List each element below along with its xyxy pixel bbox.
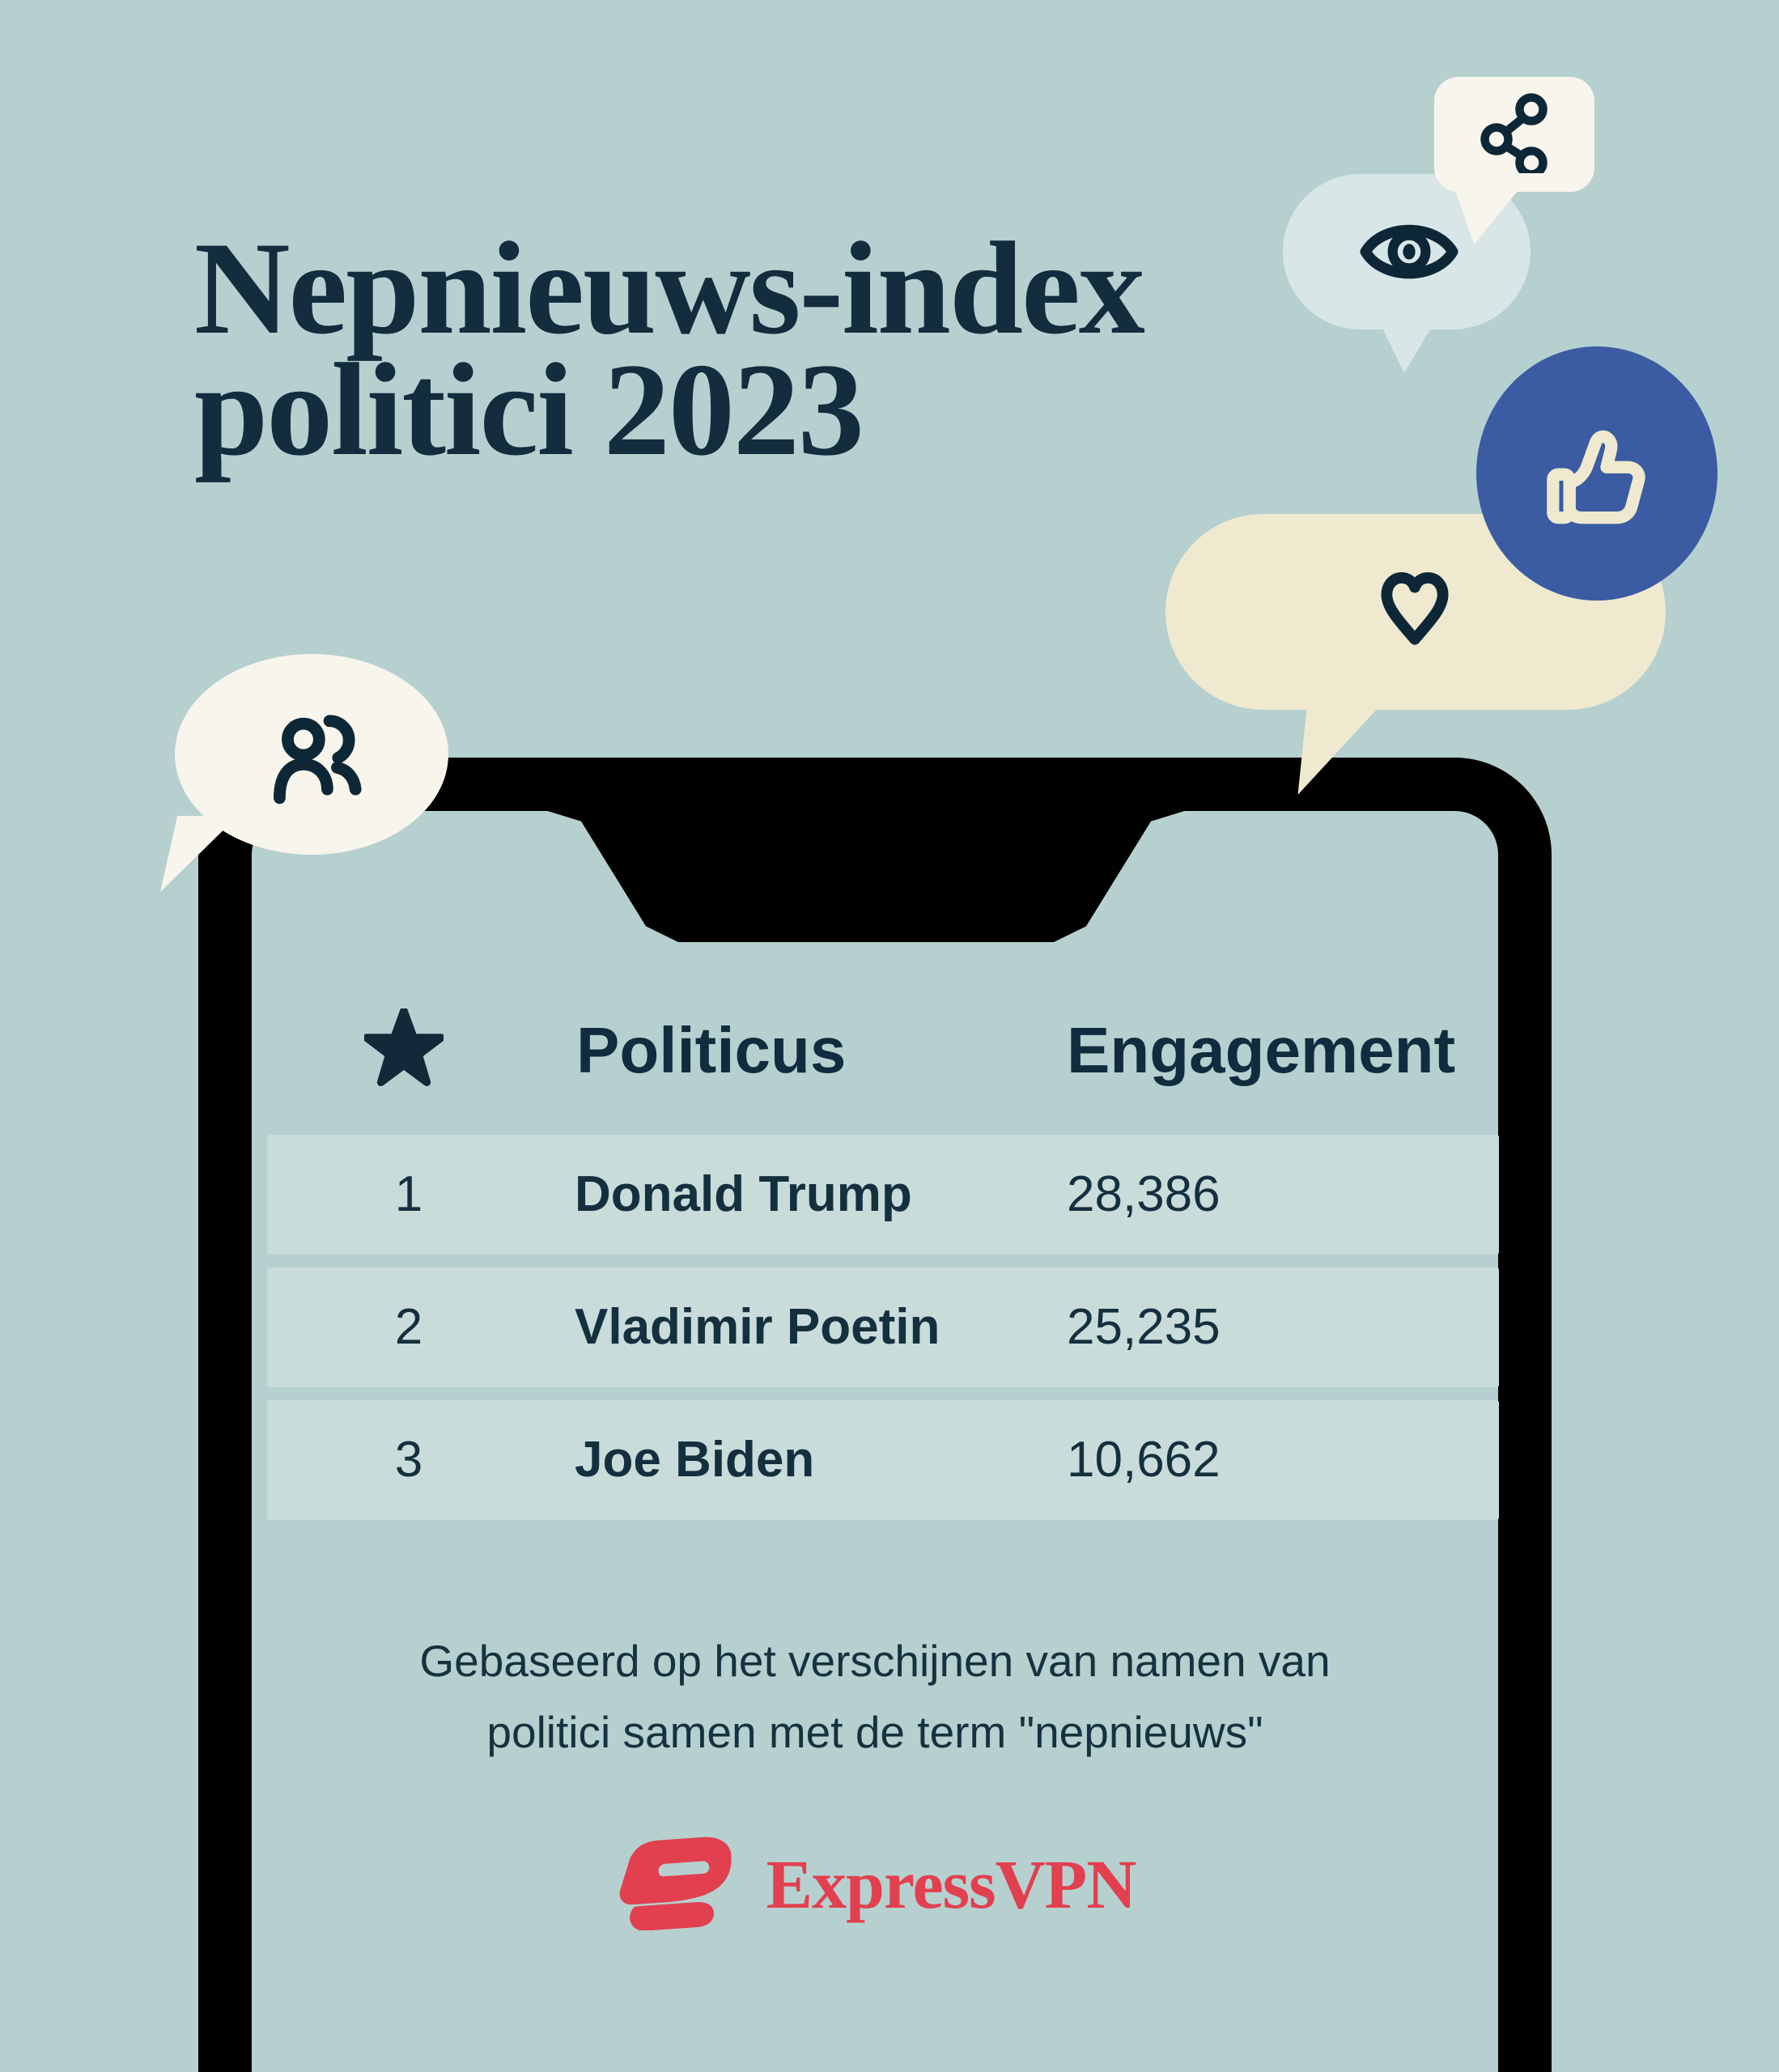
phone-notch	[542, 809, 1190, 942]
share-icon	[1475, 92, 1556, 179]
phone-frame	[198, 758, 1552, 2072]
page-title-line1: Nepnieuws-index	[194, 215, 1145, 362]
footnote: Gebaseerd op het verschijnen van namen v…	[252, 1625, 1498, 1768]
page-title: Nepnieuws-index politici 2023	[194, 215, 1145, 483]
rank-cell: 2	[394, 1299, 423, 1355]
engagement-cell: 25,235	[1067, 1299, 1221, 1355]
brand-logo: ExpressVPN	[252, 1828, 1498, 1941]
column-header-politician: Politicus	[576, 1014, 847, 1086]
star-icon	[363, 1007, 445, 1086]
rank-cell: 1	[394, 1166, 423, 1222]
footnote-line2: politici samen met de term "nepnieuws"	[486, 1707, 1263, 1757]
politician-cell: Joe Biden	[575, 1432, 815, 1488]
rank-cell: 3	[394, 1432, 423, 1488]
page-title-line2: politici 2023	[194, 337, 864, 483]
people-icon	[265, 706, 374, 818]
engagement-cell: 28,386	[1067, 1166, 1221, 1222]
thumbs-up-icon	[1539, 417, 1652, 542]
table-row: 3 Joe Biden 10,662	[267, 1400, 1499, 1520]
table-row: 1 Donald Trump 28,386	[267, 1135, 1499, 1255]
heart-icon	[1369, 562, 1460, 656]
brand-wordmark: ExpressVPN	[766, 1845, 1137, 1923]
footnote-line1: Gebaseerd op het verschijnen van namen v…	[419, 1636, 1331, 1686]
table-row: 2 Vladimir Poetin 25,235	[267, 1267, 1499, 1387]
eye-speech-bubble-tail	[1374, 312, 1441, 373]
politician-cell: Vladimir Poetin	[575, 1299, 940, 1355]
like-circle	[1476, 346, 1717, 601]
politician-cell: Donald Trump	[575, 1166, 912, 1222]
engagement-cell: 10,662	[1067, 1432, 1221, 1488]
column-header-engagement: Engagement	[1067, 1014, 1456, 1086]
eye-icon	[1360, 210, 1458, 297]
share-speech-bubble	[1434, 77, 1594, 192]
expressvpn-logo-icon	[614, 1835, 744, 1934]
